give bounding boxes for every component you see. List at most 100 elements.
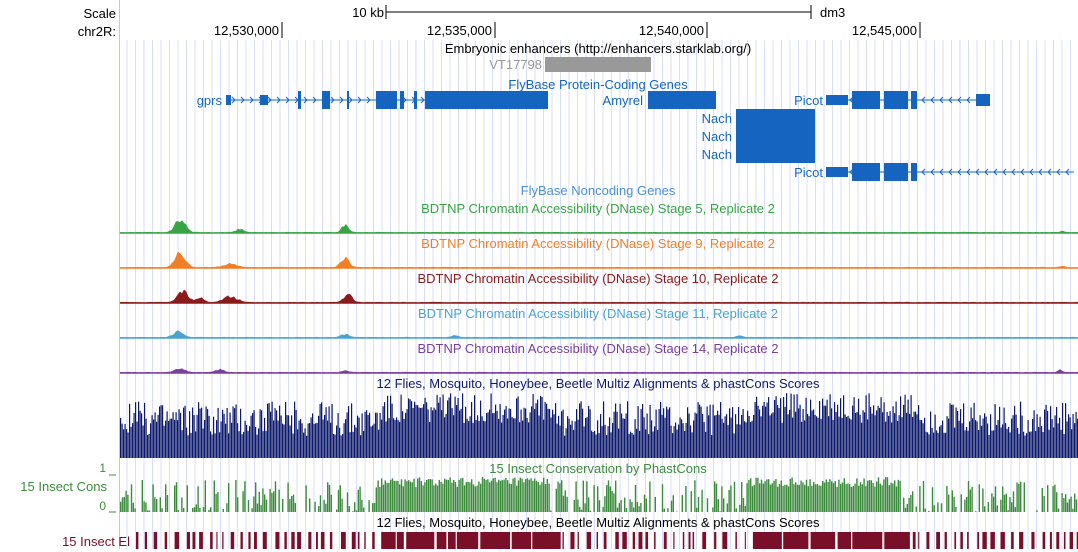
multiz-bar	[393, 418, 394, 458]
conservation-side-label[interactable]: 15 Insect Cons	[20, 479, 107, 494]
conservation-bar	[509, 484, 510, 512]
gene-label-amyrel[interactable]: Amyrel	[603, 93, 644, 108]
multiz-bar	[908, 400, 909, 458]
multiz-bar	[825, 406, 826, 458]
conservation-bar	[860, 482, 861, 512]
multiz-bar	[417, 405, 418, 458]
multiz-bar	[597, 420, 598, 458]
gene-label-picot[interactable]: Picot	[794, 93, 823, 108]
multiz-bar	[150, 423, 151, 458]
conservation-bar	[471, 479, 472, 512]
conservation-bar	[556, 489, 557, 512]
gene-label-picot[interactable]: Picot	[794, 165, 823, 180]
conservation-bar	[550, 511, 551, 513]
conserved-element	[563, 532, 564, 549]
conservation-bar	[885, 477, 886, 512]
multiz-bar	[806, 398, 807, 458]
conservation-bar	[1054, 485, 1055, 512]
multiz-bar	[330, 423, 331, 458]
gene-label-gprs[interactable]: gprs	[197, 93, 223, 108]
multiz-bar	[311, 417, 312, 458]
conservation-bar	[988, 502, 989, 512]
conservation-bar	[847, 484, 848, 513]
noncoding-track-title: FlyBase Noncoding Genes	[521, 183, 676, 198]
multiz-bar	[975, 420, 976, 458]
multiz-bar	[918, 405, 919, 458]
conservation-bar	[439, 480, 440, 512]
conservation-bar	[964, 500, 965, 512]
multiz-bar	[920, 420, 921, 458]
conservation-bars[interactable]	[120, 477, 1077, 512]
conservation-bar	[289, 499, 290, 512]
conservation-bar	[880, 484, 881, 512]
conservation-bar	[460, 478, 461, 512]
conservation-bar	[903, 498, 904, 512]
gene-label-nach[interactable]: Nach	[702, 147, 732, 162]
multiz-bar	[941, 425, 942, 458]
enhancers-track-title: Embryonic enhancers (http://enhancers.st…	[445, 41, 751, 56]
conserved-elements[interactable]	[136, 532, 1078, 549]
conservation-bar	[646, 499, 647, 512]
gene-models[interactable]	[226, 91, 1074, 181]
multiz-bar	[192, 408, 193, 459]
multiz-bar	[930, 412, 931, 459]
conservation-bar	[1020, 482, 1021, 512]
multiz-bar	[359, 418, 360, 458]
conservation-bar	[889, 485, 890, 512]
multiz-bar	[548, 409, 549, 458]
conservation-bar	[874, 487, 875, 512]
conservation-bar	[444, 479, 445, 512]
conservation-bar	[374, 503, 375, 512]
conservation-bar	[260, 505, 261, 512]
conservation-bar	[923, 481, 924, 512]
multiz-bar	[299, 421, 300, 459]
conservation-bar	[1042, 488, 1043, 512]
multiz-bar	[639, 431, 640, 458]
conservation-bar	[523, 482, 524, 512]
multiz-bar	[665, 418, 666, 458]
conserved-element	[248, 532, 250, 549]
multiz-bar	[255, 427, 256, 458]
conservation-bar	[271, 493, 272, 512]
conservation-bar	[120, 502, 121, 512]
conservation-bar	[376, 487, 377, 512]
conservation-bar	[349, 506, 350, 512]
conservation-bar	[613, 493, 614, 512]
conservation-bar	[757, 478, 758, 512]
gene-label-nach[interactable]: Nach	[702, 111, 732, 126]
multiz-bar	[978, 430, 979, 458]
multiz-bar	[1056, 407, 1057, 458]
elements-side-label[interactable]: 15 Insect El	[62, 534, 130, 549]
conservation-bar	[743, 498, 744, 512]
conservation-bar	[790, 479, 791, 512]
conserved-element	[783, 532, 808, 549]
multiz-bar	[615, 404, 616, 459]
multiz-bar	[384, 402, 385, 458]
multiz-bar	[131, 427, 132, 458]
multiz-bar	[818, 418, 819, 458]
conserved-element	[1070, 532, 1073, 549]
conserved-element	[136, 532, 138, 549]
multiz-bar	[516, 398, 517, 458]
enhancer-item-label[interactable]: VT17798	[489, 57, 542, 72]
multiz-bar	[404, 419, 405, 458]
multiz-bar	[836, 412, 837, 458]
conserved-element	[381, 532, 396, 549]
gene-exon	[736, 109, 815, 127]
enhancer-feature[interactable]	[545, 57, 651, 72]
gene-label-nach[interactable]: Nach	[702, 129, 732, 144]
conservation-bar	[833, 483, 834, 512]
conservation-bar	[538, 482, 539, 512]
multiz-bar	[917, 414, 918, 458]
conservation-bar	[417, 479, 418, 513]
multiz-bar	[275, 408, 276, 458]
conservation-bar	[430, 479, 431, 512]
multiz-bar	[821, 419, 822, 458]
conserved-element	[263, 532, 267, 549]
conservation-bar	[872, 483, 873, 512]
multiz-bar	[320, 404, 321, 458]
conserved-element	[604, 532, 607, 549]
conservation-bar	[698, 497, 699, 512]
